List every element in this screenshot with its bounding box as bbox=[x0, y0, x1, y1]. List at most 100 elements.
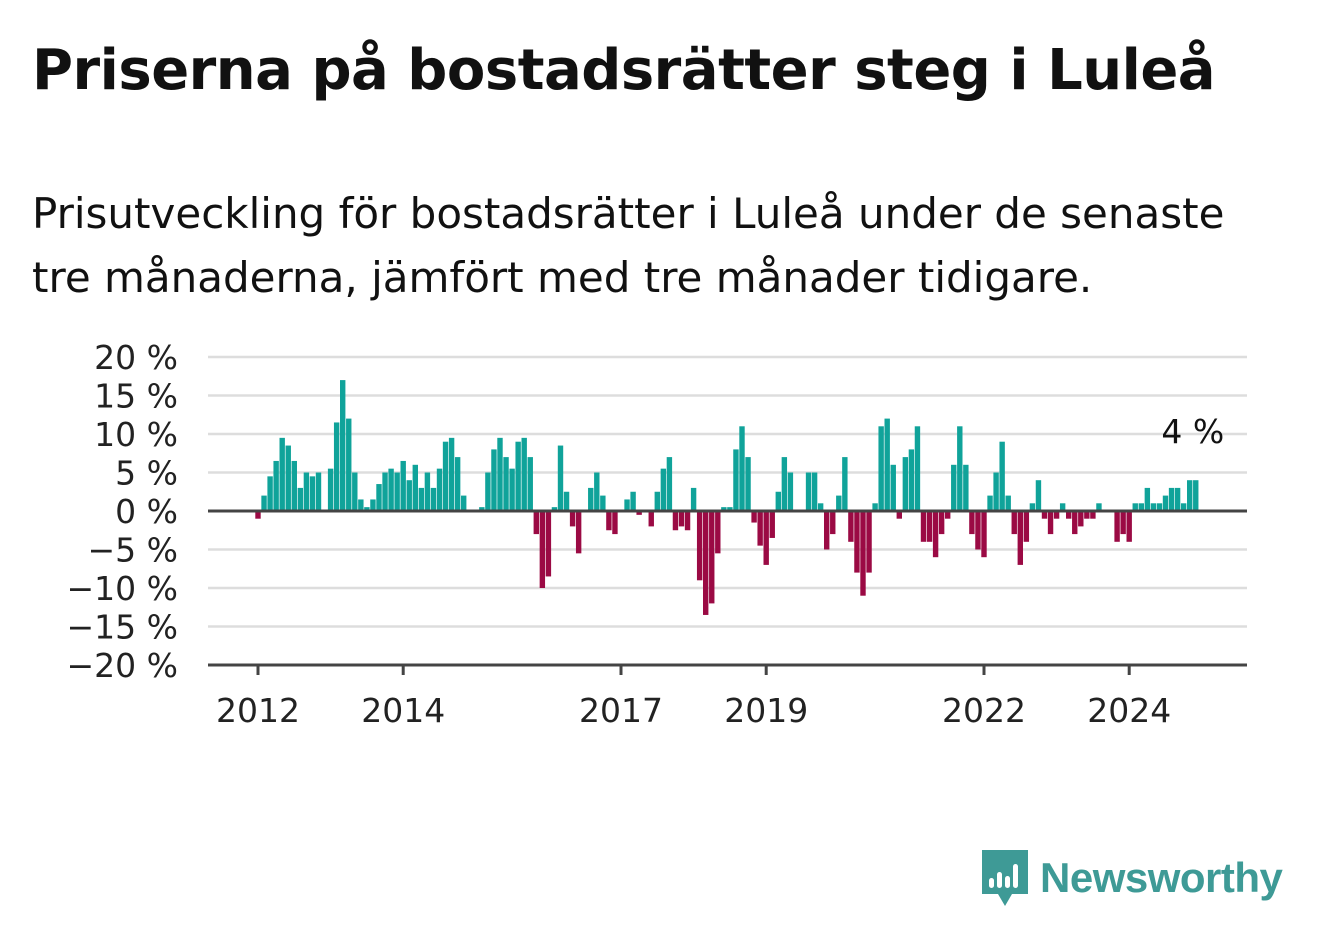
bar bbox=[787, 472, 794, 511]
bar bbox=[721, 507, 727, 511]
y-axis-ticks: 20 %15 %10 %5 %0 %−5 %−10 %−15 %−20 % bbox=[67, 338, 179, 685]
bar bbox=[346, 418, 352, 511]
bar bbox=[624, 499, 630, 511]
bar bbox=[1120, 511, 1126, 535]
bar bbox=[951, 464, 957, 511]
bar bbox=[1053, 511, 1060, 519]
bar bbox=[327, 468, 334, 511]
bar bbox=[515, 441, 521, 511]
bar bbox=[848, 511, 854, 542]
bar bbox=[811, 472, 818, 511]
bar bbox=[1150, 503, 1157, 511]
bar bbox=[648, 511, 654, 527]
bar bbox=[255, 511, 261, 519]
bar bbox=[945, 511, 951, 519]
bar bbox=[884, 418, 890, 511]
bar bbox=[981, 511, 987, 558]
bar bbox=[769, 511, 775, 538]
y-tick-label: −10 % bbox=[67, 569, 179, 608]
bar bbox=[461, 495, 467, 511]
bar bbox=[1193, 480, 1199, 511]
bar bbox=[382, 472, 388, 511]
bar bbox=[926, 511, 933, 542]
bar bbox=[709, 511, 715, 604]
bar bbox=[1066, 511, 1072, 519]
bar bbox=[309, 476, 316, 511]
bar bbox=[824, 511, 830, 550]
bar bbox=[340, 380, 346, 511]
y-tick-label: 15 % bbox=[94, 377, 178, 416]
bar bbox=[866, 511, 872, 573]
bar bbox=[690, 487, 697, 511]
bar bbox=[588, 487, 594, 511]
bar bbox=[370, 499, 376, 511]
bar bbox=[1180, 503, 1187, 511]
bar bbox=[733, 449, 739, 511]
bar bbox=[805, 472, 812, 511]
bar bbox=[872, 503, 878, 511]
bar bbox=[557, 445, 564, 511]
bar bbox=[745, 457, 751, 511]
bar bbox=[358, 499, 364, 511]
bar bbox=[1059, 503, 1066, 511]
bar bbox=[297, 487, 304, 511]
bar bbox=[636, 511, 642, 515]
bar bbox=[630, 491, 636, 511]
bar bbox=[739, 426, 745, 511]
x-tick-label: 2019 bbox=[724, 691, 808, 730]
x-tick-label: 2012 bbox=[216, 691, 300, 730]
bar bbox=[539, 511, 546, 588]
bar bbox=[763, 511, 769, 565]
bar bbox=[654, 491, 660, 511]
bar bbox=[412, 464, 418, 511]
y-tick-label: 20 % bbox=[94, 338, 178, 377]
bar bbox=[1096, 503, 1102, 511]
bar bbox=[975, 511, 981, 550]
page-title: Priserna på bostadsrätter steg i Luleå bbox=[32, 38, 1216, 103]
bar bbox=[333, 422, 340, 511]
bar bbox=[1035, 480, 1042, 511]
x-axis-ticks: 2012 2014 2017 2019 2022 2024 bbox=[216, 665, 1171, 730]
bar bbox=[836, 495, 842, 511]
bar bbox=[993, 472, 999, 511]
chart-subtitle: Prisutveckling för bostadsrätter i Luleå… bbox=[32, 189, 1225, 302]
bar bbox=[315, 472, 322, 511]
bar bbox=[388, 468, 394, 511]
bar bbox=[1138, 503, 1144, 511]
bar bbox=[727, 507, 733, 511]
axes bbox=[208, 509, 1247, 667]
bar-chart: 20 %15 %10 %5 %0 %−5 %−10 %−15 %−20 % 20… bbox=[67, 338, 1247, 730]
bar bbox=[1072, 511, 1078, 535]
y-tick-label: −20 % bbox=[67, 646, 179, 685]
bar bbox=[854, 511, 860, 573]
bar bbox=[678, 511, 685, 527]
bar bbox=[860, 511, 866, 596]
bar bbox=[563, 491, 570, 511]
bar bbox=[418, 487, 425, 511]
bar bbox=[442, 441, 449, 511]
bar bbox=[1023, 511, 1030, 542]
bar bbox=[1132, 503, 1138, 511]
bar bbox=[1017, 511, 1023, 565]
bar bbox=[914, 426, 921, 511]
bar bbox=[987, 495, 993, 511]
bar bbox=[400, 460, 406, 511]
bar bbox=[424, 472, 431, 511]
bar bbox=[406, 480, 412, 511]
bar bbox=[1187, 480, 1193, 511]
brand-logo: Newsworthy bbox=[980, 848, 1283, 908]
bar bbox=[696, 511, 703, 581]
bar bbox=[781, 457, 788, 511]
bar bbox=[1090, 511, 1096, 519]
x-tick-label: 2017 bbox=[579, 691, 663, 730]
bar bbox=[1114, 511, 1120, 542]
bar bbox=[545, 511, 552, 577]
bar bbox=[1144, 487, 1151, 511]
bar bbox=[969, 511, 975, 535]
bar bbox=[775, 491, 781, 511]
bar bbox=[817, 503, 824, 511]
bar bbox=[485, 472, 491, 511]
bar bbox=[600, 495, 606, 511]
bar bbox=[267, 476, 273, 511]
brand-name: Newsworthy bbox=[1040, 854, 1283, 901]
